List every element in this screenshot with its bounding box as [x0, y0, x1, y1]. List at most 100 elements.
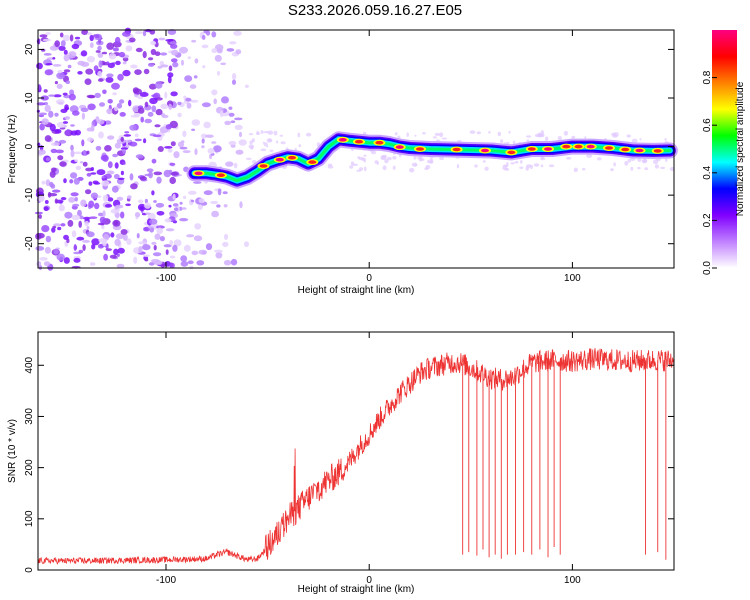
- noise-speck: [143, 227, 149, 232]
- noise-speck: [165, 124, 172, 130]
- x-tick-label: 100: [564, 575, 581, 586]
- noise-speck: [235, 149, 244, 155]
- noise-speck: [86, 172, 92, 177]
- noise-speck: [376, 161, 379, 165]
- noise-speck: [203, 121, 211, 129]
- noise-speck: [144, 202, 151, 209]
- noise-speck: [196, 260, 205, 266]
- noise-speck: [180, 261, 189, 267]
- noise-speck: [98, 131, 104, 139]
- noise-speck: [194, 223, 202, 230]
- noise-speck: [102, 89, 107, 95]
- noise-speck: [147, 111, 154, 117]
- noise-speck: [64, 116, 71, 120]
- noise-speck: [439, 132, 444, 138]
- noise-speck: [251, 138, 255, 143]
- noise-speck: [201, 102, 211, 108]
- noise-speck: [59, 32, 64, 38]
- noise-speck: [90, 192, 98, 199]
- ridge-peak: [216, 173, 225, 177]
- noise-speck: [74, 197, 78, 202]
- noise-speck: [165, 228, 175, 232]
- snr-x-label: Height of straight line (km): [298, 584, 415, 595]
- noise-speck: [167, 72, 174, 78]
- noise-speck: [138, 241, 148, 245]
- noise-speck: [44, 135, 52, 142]
- noise-speck: [298, 144, 302, 148]
- noise-speck: [540, 130, 544, 136]
- noise-speck: [82, 244, 86, 252]
- noise-speck: [148, 262, 155, 266]
- noise-speck: [63, 257, 70, 264]
- noise-speck: [115, 233, 125, 240]
- noise-speck: [68, 51, 77, 59]
- x-tick-label: 0: [366, 575, 372, 586]
- noise-speck: [230, 120, 236, 123]
- noise-speck: [150, 40, 157, 46]
- noise-speck: [153, 244, 157, 251]
- noise-speck: [71, 43, 80, 50]
- noise-speck: [117, 247, 125, 254]
- noise-speck: [68, 197, 76, 203]
- noise-speck: [173, 239, 182, 247]
- noise-speck: [384, 159, 389, 164]
- noise-speck: [482, 160, 486, 163]
- noise-speck: [106, 170, 115, 175]
- noise-speck: [380, 156, 387, 161]
- noise-speck: [409, 167, 415, 173]
- noise-speck: [44, 104, 51, 113]
- noise-speck: [96, 169, 106, 176]
- colorbar-tick-label: 0.8: [702, 70, 713, 84]
- noise-speck: [64, 106, 70, 111]
- noise-speck: [173, 207, 179, 212]
- colorbar-tick-label: 0.6: [702, 118, 713, 132]
- noise-speck: [82, 239, 91, 243]
- noise-speck: [167, 75, 172, 84]
- noise-speck: [45, 235, 52, 243]
- ridge-layer-4: [193, 137, 672, 183]
- noise-speck: [151, 94, 159, 98]
- noise-speck: [80, 199, 87, 207]
- noise-speck: [294, 147, 297, 151]
- noise-speck: [54, 198, 58, 204]
- noise-speck: [147, 225, 153, 229]
- noise-speck: [135, 47, 143, 53]
- noise-speck: [116, 196, 124, 201]
- noise-speck: [60, 197, 67, 201]
- noise-speck: [213, 98, 217, 105]
- noise-speck: [179, 46, 188, 54]
- noise-speck: [38, 195, 45, 202]
- noise-speck: [52, 64, 62, 67]
- noise-speck: [124, 131, 130, 134]
- colorbar-label: Normalized spectral amplitude: [735, 81, 746, 216]
- noise-speck: [160, 52, 168, 56]
- x-tick-label: 100: [564, 273, 581, 284]
- noise-speck: [122, 31, 131, 37]
- noise-speck: [205, 243, 213, 251]
- ridge-peak: [562, 144, 571, 149]
- noise-speck: [36, 261, 42, 267]
- noise-speck: [260, 130, 264, 134]
- noise-speck: [84, 220, 90, 227]
- noise-speck: [58, 45, 66, 51]
- noise-speck: [160, 103, 169, 110]
- noise-speck: [238, 131, 243, 138]
- snr-panel: -100 0 100 0 100 200 300 400 Height of straigh…: [7, 331, 675, 595]
- noise-speck: [145, 212, 151, 215]
- noise-speck: [125, 45, 133, 52]
- noise-speck: [153, 200, 157, 203]
- noise-speck: [134, 212, 141, 218]
- noise-speck: [81, 112, 85, 120]
- noise-speck: [172, 244, 178, 252]
- noise-speck: [113, 248, 119, 256]
- spectrogram-ridge: [186, 131, 678, 189]
- ridge-peak: [275, 157, 284, 162]
- figure-title: S233.2026.059.16.27.E05: [288, 2, 462, 19]
- noise-speck: [114, 205, 119, 210]
- noise-speck: [476, 131, 481, 135]
- noise-speck: [49, 181, 54, 188]
- noise-speck: [44, 246, 52, 254]
- noise-speck: [139, 92, 149, 97]
- y-tick-label: 0: [24, 567, 35, 573]
- noise-speck: [114, 106, 119, 112]
